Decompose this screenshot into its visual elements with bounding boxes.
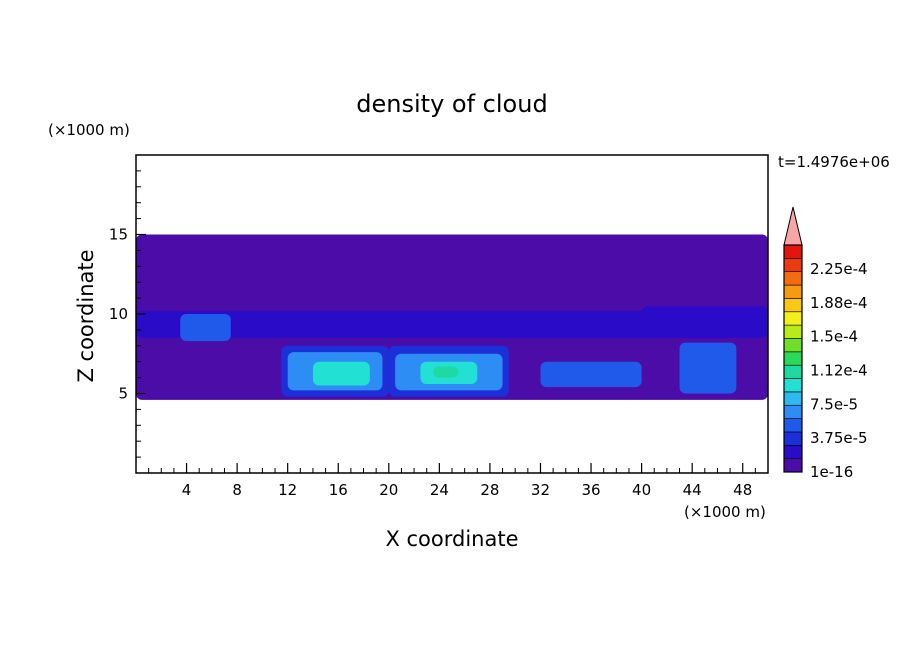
colorbar-segment (783, 284, 803, 299)
colorbar-segment (783, 458, 803, 473)
x-tick-label: 16 (329, 481, 348, 499)
colorbar-label: 1.12e-4 (810, 362, 868, 380)
colorbar-frame (783, 244, 803, 473)
colorbar-segment (783, 244, 803, 259)
x-axis-ticks: 4 8 12 16 20 24 28 32 36 40 44 48 (148, 463, 756, 499)
x-tick-label: 12 (278, 481, 297, 499)
field-region (180, 314, 231, 342)
x-tick-label: 8 (232, 481, 242, 499)
colorbar-segment (783, 271, 803, 286)
plot-frame (135, 154, 769, 474)
colorbar-label: 3.75e-5 (810, 429, 868, 447)
x-tick-label: 36 (581, 481, 600, 499)
colorbar-segment (783, 338, 803, 353)
x-tick-label: 28 (480, 481, 499, 499)
x-tick-label: 24 (430, 481, 449, 499)
chart-title: density of cloud (356, 90, 547, 118)
colorbar-label: 7.5e-5 (810, 395, 858, 413)
y-tick-label: 5 (118, 385, 128, 403)
colorbar-segment (783, 418, 803, 433)
x-tick-label: 48 (733, 481, 752, 499)
colorbar-segment (783, 311, 803, 326)
field-region (679, 342, 737, 394)
field-region (540, 361, 642, 388)
colorbar-segment (783, 298, 803, 313)
x-unit-label: (×1000 m) (684, 503, 766, 521)
x-tick-label: 20 (379, 481, 398, 499)
colorbar-segment (783, 431, 803, 446)
x-axis-title: X coordinate (385, 527, 518, 551)
colorbar-segment (783, 444, 803, 459)
y-tick-label: 15 (109, 226, 128, 244)
y-unit-label: (×1000 m) (48, 121, 130, 139)
colorbar-segment (783, 324, 803, 339)
x-tick-label: 44 (683, 481, 702, 499)
colorbar-overflow-arrow (783, 206, 803, 246)
field-region (433, 366, 459, 378)
colorbar-label: 2.25e-4 (810, 260, 868, 278)
colorbar-label: 1e-16 (810, 463, 853, 481)
colorbar-segment (783, 391, 803, 406)
x-tick-label: 32 (531, 481, 550, 499)
colorbar-segment (783, 364, 803, 379)
colorbar-segment (783, 378, 803, 393)
x-tick-label: 40 (632, 481, 651, 499)
time-label: t=1.4976e+06 (778, 153, 890, 171)
colorbar-segment (783, 404, 803, 419)
colorbar-segment (783, 351, 803, 366)
y-axis-title: Z coordinate (74, 249, 98, 382)
y-tick-label: 10 (109, 305, 128, 323)
field-region (641, 306, 768, 330)
field-region (312, 361, 370, 386)
colorbar-label: 1.88e-4 (810, 294, 868, 312)
plot-area (136, 234, 768, 400)
x-tick-label: 4 (182, 481, 192, 499)
colorbar-label: 1.5e-4 (810, 328, 858, 346)
y-axis-ticks: 5 10 15 (109, 170, 146, 458)
field-region (136, 310, 768, 338)
colorbar: 1e-16 3.75e-5 7.5e-5 1.12e-4 1.5e-4 1.88e-4 2.… (783, 206, 868, 481)
colorbar-segment (783, 258, 803, 273)
